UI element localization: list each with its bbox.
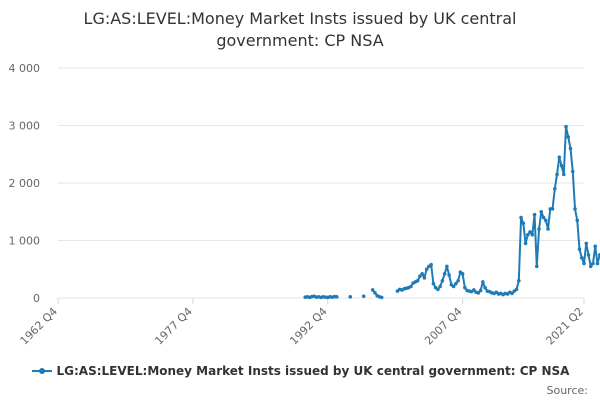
data-point[interactable] xyxy=(579,255,584,260)
x-tick-label: 1977 Q4 xyxy=(152,305,195,348)
data-point[interactable] xyxy=(597,253,600,257)
y-tick-label: 1 000 xyxy=(9,235,41,248)
data-point[interactable] xyxy=(552,186,557,191)
legend-label: LG:AS:LEVEL:Money Market Insts issued by… xyxy=(56,364,570,378)
data-point[interactable] xyxy=(422,276,427,280)
data-point[interactable] xyxy=(445,264,449,269)
data-point[interactable] xyxy=(575,218,580,223)
data-point[interactable] xyxy=(447,273,451,277)
data-point[interactable] xyxy=(537,227,541,231)
data-point[interactable] xyxy=(570,169,575,174)
data-point[interactable] xyxy=(523,241,528,246)
x-tick-label: 2021 Q2 xyxy=(544,305,587,348)
data-point[interactable] xyxy=(586,253,591,257)
data-point[interactable] xyxy=(539,209,544,214)
data-point[interactable] xyxy=(415,278,420,283)
data-point[interactable] xyxy=(478,288,483,293)
legend: LG:AS:LEVEL:Money Market Insts issued by… xyxy=(0,364,600,379)
data-point[interactable] xyxy=(519,215,523,220)
data-point[interactable] xyxy=(591,261,595,266)
y-tick-label: 3 000 xyxy=(9,120,41,133)
y-tick-label: 4 000 xyxy=(9,62,41,75)
y-axis: 0 1 000 2 000 3 000 4 000 xyxy=(9,62,41,305)
data-point[interactable] xyxy=(593,244,598,249)
legend-line-marker-icon xyxy=(31,368,52,374)
data-point[interactable] xyxy=(595,261,600,266)
data-point[interactable] xyxy=(481,280,485,284)
series-layer[interactable] xyxy=(303,124,600,300)
data-point[interactable] xyxy=(543,218,548,223)
data-point[interactable] xyxy=(373,291,377,295)
data-point[interactable] xyxy=(472,288,476,292)
data-point[interactable] xyxy=(409,284,413,289)
data-point[interactable] xyxy=(564,124,568,129)
data-point[interactable] xyxy=(530,232,535,237)
data-point[interactable] xyxy=(483,285,487,290)
data-point[interactable] xyxy=(528,230,532,234)
data-point[interactable] xyxy=(573,207,577,211)
data-point[interactable] xyxy=(541,215,546,220)
y-tick-label: 2 000 xyxy=(9,177,41,190)
data-point[interactable] xyxy=(424,267,429,272)
data-point[interactable] xyxy=(588,264,593,269)
data-point[interactable] xyxy=(526,232,530,237)
x-axis: 1962 Q4 1977 Q4 1992 Q4 2007 Q4 2021 Q2 xyxy=(18,298,587,348)
data-point[interactable] xyxy=(532,212,537,217)
data-point[interactable] xyxy=(454,281,458,286)
data-point[interactable] xyxy=(438,284,442,289)
data-point[interactable] xyxy=(550,207,555,211)
data-point[interactable] xyxy=(476,291,481,295)
data-point[interactable] xyxy=(555,172,559,177)
data-point[interactable] xyxy=(334,295,339,299)
chart-title-line-1: LG:AS:LEVEL:Money Market Insts issued by… xyxy=(83,9,517,28)
data-point[interactable] xyxy=(418,274,422,278)
data-point[interactable] xyxy=(546,227,550,231)
data-point[interactable] xyxy=(361,294,366,299)
chart-title-line-2: government: CP NSA xyxy=(216,31,384,50)
y-tick-label: 0 xyxy=(33,292,40,305)
grid-layer xyxy=(58,67,584,299)
legend-item[interactable]: LG:AS:LEVEL:Money Market Insts issued by… xyxy=(31,364,570,378)
data-point[interactable] xyxy=(451,284,456,289)
data-point[interactable] xyxy=(584,241,589,246)
data-point[interactable] xyxy=(534,264,539,269)
data-point[interactable] xyxy=(456,278,460,283)
data-point[interactable] xyxy=(514,287,519,292)
data-point[interactable] xyxy=(460,272,465,276)
data-point[interactable] xyxy=(577,247,582,251)
data-point[interactable] xyxy=(463,285,467,290)
data-point[interactable] xyxy=(440,278,445,283)
x-tick-label: 1992 Q4 xyxy=(287,305,330,348)
data-point[interactable] xyxy=(510,291,514,296)
data-point[interactable] xyxy=(442,272,447,276)
data-point[interactable] xyxy=(379,295,384,300)
data-point[interactable] xyxy=(431,281,436,286)
credits[interactable]: Source: xyxy=(546,384,589,397)
x-tick-label: 2007 Q4 xyxy=(422,305,465,348)
data-point[interactable] xyxy=(561,172,566,177)
chart-title: LG:AS:LEVEL:Money Market Insts issued by… xyxy=(0,8,600,52)
data-point[interactable] xyxy=(370,288,375,292)
data-point[interactable] xyxy=(559,163,564,168)
data-point[interactable] xyxy=(420,272,424,276)
data-point[interactable] xyxy=(557,155,562,159)
data-point[interactable] xyxy=(566,135,571,139)
data-point[interactable] xyxy=(429,262,433,267)
x-tick-label: 1962 Q4 xyxy=(18,305,61,348)
data-point[interactable] xyxy=(582,261,586,266)
data-point[interactable] xyxy=(521,221,526,226)
data-point[interactable] xyxy=(436,287,440,292)
data-point[interactable] xyxy=(517,278,521,283)
data-point[interactable] xyxy=(568,146,573,151)
data-point[interactable] xyxy=(348,295,353,299)
